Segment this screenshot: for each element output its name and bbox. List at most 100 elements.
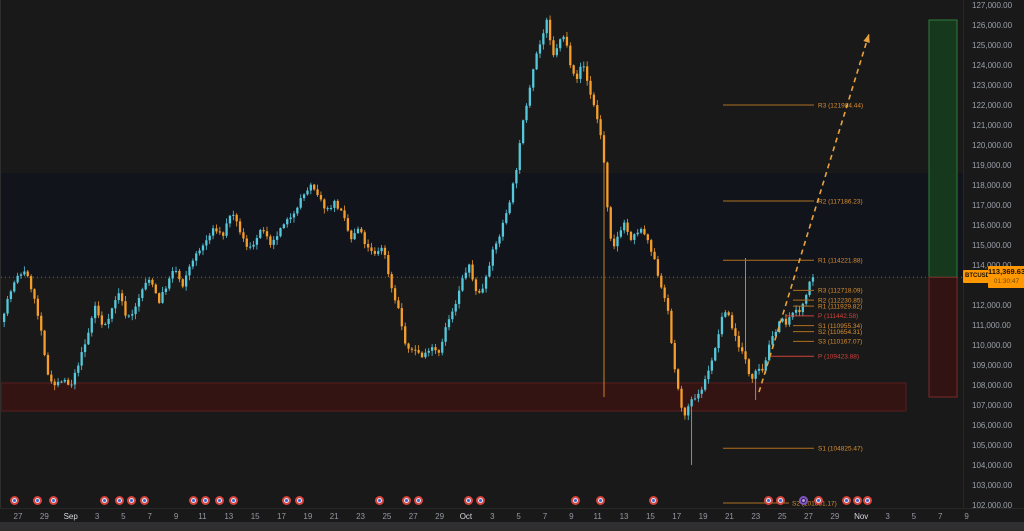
time-axis-label: 13 <box>224 512 234 521</box>
price-axis-label: 123,000.00 <box>972 80 1013 90</box>
time-axis-label: 3 <box>94 512 100 521</box>
pivot-level-label: S2 (110654.31) <box>818 329 862 336</box>
economic-event-icon[interactable] <box>464 496 473 505</box>
time-axis[interactable]: 27 29 Sep 3 5 7 9 11 13 15 17 19 21 23 25 27 29 Oct 3 5 7 9 11… <box>0 508 1024 523</box>
economic-event-icon[interactable] <box>649 496 658 505</box>
time-axis-label: 19 <box>303 512 313 521</box>
chart-area[interactable]: R3 (121984.44) R2 (117186.23) R1 (114221.8… <box>0 0 964 508</box>
economic-event-icon[interactable] <box>140 496 149 505</box>
time-axis-label: 21 <box>329 512 339 521</box>
economic-event-icon[interactable] <box>853 496 862 505</box>
pivot-level-label: P (111442.58) <box>818 313 858 320</box>
price-axis-label: 127,000.00 <box>972 0 1013 10</box>
time-axis-label: Oct <box>459 512 473 521</box>
price-axis-label: 118,000.00 <box>972 180 1012 190</box>
price-axis-label: 126,000.00 <box>972 20 1013 30</box>
economic-event-icon[interactable] <box>295 496 304 505</box>
economic-event-icon[interactable] <box>215 496 224 505</box>
economic-event-icon[interactable] <box>100 496 109 505</box>
pivot-level-label: S3 (110167.07) <box>818 339 862 346</box>
time-axis-label: 15 <box>250 512 260 521</box>
time-axis-label: 19 <box>698 512 708 521</box>
price-axis-label: 104,000.00 <box>972 460 1013 470</box>
price-axis-label: 103,000.00 <box>972 480 1013 490</box>
time-axis-label: 7 <box>147 512 152 521</box>
price-axis-label: 108,000.00 <box>972 380 1013 390</box>
time-axis-label: Sep <box>63 512 78 521</box>
economic-event-icon[interactable] <box>414 496 423 505</box>
economic-event-icon[interactable] <box>201 496 210 505</box>
time-axis-label: 9 <box>569 512 574 521</box>
price-axis-label: 105,000.00 <box>972 440 1013 450</box>
time-axis-label: 23 <box>751 512 761 521</box>
economic-event-icon[interactable] <box>863 496 872 505</box>
time-axis-label: 29 <box>39 512 49 521</box>
economic-event-icon[interactable] <box>571 496 580 505</box>
time-axis-label: 9 <box>964 512 969 521</box>
current-price-tag[interactable]: BTCUSD 113,369.63 01:30:47 <box>963 266 1024 289</box>
support-zone-band[interactable] <box>1 382 907 412</box>
position-profit-box[interactable] <box>928 19 958 278</box>
time-axis-label: 17 <box>277 512 286 521</box>
trendline-arrowhead-icon <box>863 34 870 43</box>
price-axis-label: 124,000.00 <box>972 60 1013 70</box>
price-axis-label: 110,000.00 <box>972 340 1012 350</box>
economic-event-icon[interactable] <box>189 496 198 505</box>
price-axis-label: 115,000.00 <box>972 240 1012 250</box>
time-axis-label: 29 <box>830 512 840 521</box>
time-axis-label: 27 <box>408 512 418 521</box>
pivot-level-label: S1 (110955.34) <box>818 323 862 330</box>
economic-event-icon[interactable] <box>476 496 485 505</box>
time-axis-label: 27 <box>804 512 813 521</box>
pivot-level-label: R1 (114221.88) <box>818 258 863 265</box>
price-axis-label: 107,000.00 <box>972 400 1013 410</box>
upper-shaded-band <box>1 173 964 277</box>
time-axis-label: 25 <box>777 512 787 521</box>
economic-event-icon[interactable] <box>814 496 823 505</box>
price-axis-label: 117,000.00 <box>972 200 1012 210</box>
time-axis-label: 29 <box>435 512 445 521</box>
economic-event-icon[interactable] <box>764 496 773 505</box>
economic-event-icon[interactable] <box>49 496 58 505</box>
time-axis-label: 13 <box>619 512 629 521</box>
pivot-level-label: S1 (104825.47) <box>818 445 863 452</box>
price-axis-label: 120,000.00 <box>972 140 1013 150</box>
pivot-level-label: R3 (121984.44) <box>818 102 863 109</box>
time-axis-label: 23 <box>356 512 365 521</box>
economic-event-icon[interactable] <box>10 496 19 505</box>
time-axis-label: 7 <box>938 512 943 521</box>
economic-event-icon[interactable] <box>127 496 136 505</box>
economic-event-icon[interactable] <box>375 496 384 505</box>
economic-event-icon[interactable] <box>596 496 605 505</box>
time-axis-label: Nov <box>854 512 869 521</box>
economic-event-icon[interactable] <box>842 496 851 505</box>
price-axis[interactable]: BTCUSD 113,369.63 01:30:47 127,000.00 126… <box>963 0 1024 510</box>
economic-event-icon[interactable] <box>402 496 411 505</box>
pivot-level-label: R1 (111929.82) <box>818 303 862 310</box>
time-axis-label: 5 <box>911 512 917 521</box>
economic-event-icon[interactable] <box>115 496 124 505</box>
time-axis-label: 11 <box>593 512 602 521</box>
economic-event-icon[interactable] <box>229 496 238 505</box>
candlestick-plot: R3 (121984.44) R2 (117186.23) R1 (114221.8… <box>1 15 964 507</box>
bottom-strip <box>0 522 1024 531</box>
time-axis-label: 3 <box>885 512 890 521</box>
price-axis-label: 116,000.00 <box>972 220 1012 230</box>
price-axis-label: 114,000.00 <box>972 260 1012 270</box>
price-axis-label: 112,000.00 <box>972 300 1012 310</box>
bar-countdown: 01:30:47 <box>993 278 1020 286</box>
time-axis-label: 11 <box>198 512 207 521</box>
pivot-level-label: R2 (117186.23) <box>818 198 863 205</box>
time-axis-label: 27 <box>13 512 23 521</box>
last-price-value: 113,369.63 <box>988 267 1024 277</box>
time-axis-label: 17 <box>672 512 682 521</box>
idea-event-icon[interactable] <box>799 496 808 505</box>
symbol-badge: BTCUSD <box>963 270 992 284</box>
economic-event-icon[interactable] <box>776 496 785 505</box>
economic-event-icon[interactable] <box>33 496 42 505</box>
time-axis-label: 15 <box>645 512 655 521</box>
time-axis-label: 21 <box>724 512 734 521</box>
economic-event-icon[interactable] <box>282 496 291 505</box>
time-axis-label: 5 <box>516 512 521 521</box>
position-stop-box[interactable] <box>928 276 958 398</box>
